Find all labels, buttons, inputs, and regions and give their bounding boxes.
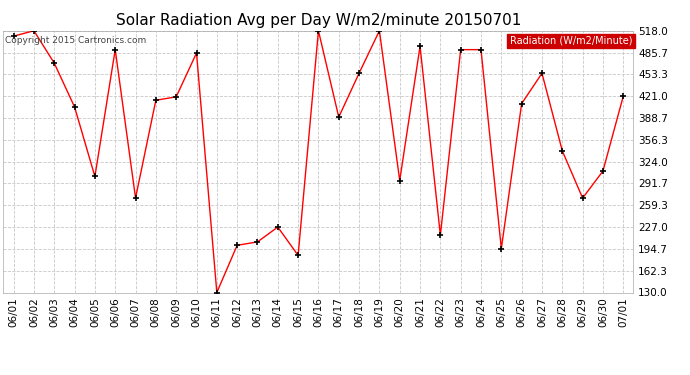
Title: Solar Radiation Avg per Day W/m2/minute 20150701: Solar Radiation Avg per Day W/m2/minute … <box>116 13 521 28</box>
Text: Radiation (W/m2/Minute): Radiation (W/m2/Minute) <box>510 36 632 46</box>
Text: Copyright 2015 Cartronics.com: Copyright 2015 Cartronics.com <box>5 36 146 45</box>
